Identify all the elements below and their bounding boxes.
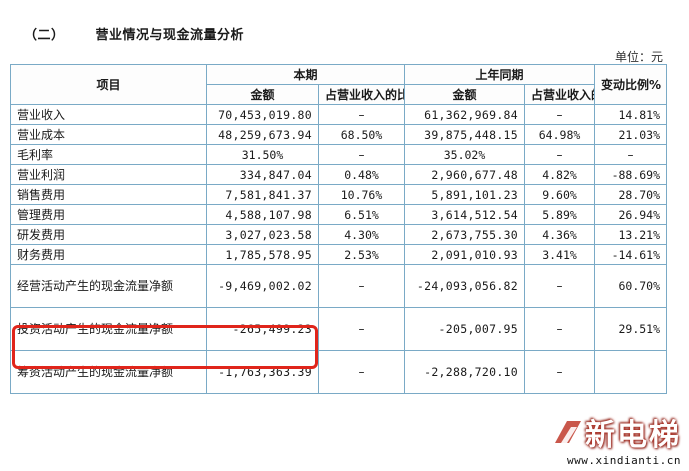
row-name: 毛利率	[10, 144, 207, 165]
current-share: 10.76%	[317, 184, 406, 205]
table-row: 营业收入 70,453,019.80 – 61,362,969.84 – 14.…	[10, 104, 668, 125]
section-number: （二）	[24, 28, 65, 43]
current-amount: 31.50%	[206, 144, 319, 165]
row-name: 财务费用	[10, 244, 207, 265]
prior-share: 5.89%	[524, 204, 596, 225]
current-amount: -9,469,002.02	[206, 264, 319, 308]
table-row: 毛利率 31.50% – 35.02% – –	[10, 144, 668, 165]
prior-share: 4.82%	[524, 164, 596, 185]
current-share: 2.53%	[317, 244, 406, 265]
header-current-period: 本期	[205, 64, 406, 85]
table-row: 研发费用 3,027,023.58 4.30% 2,673,755.30 4.3…	[10, 224, 668, 245]
change-ratio: 14.81%	[594, 104, 668, 125]
current-share: –	[317, 307, 406, 351]
table-row-cashflow: 投资活动产生的现金流量净额 -265,499.23 – -205,007.95 …	[10, 307, 668, 351]
row-name: 筹资活动产生的现金流量净额	[10, 350, 207, 394]
change-ratio: 21.03%	[594, 124, 668, 145]
change-ratio: -14.61%	[594, 244, 668, 265]
current-share: –	[317, 144, 406, 165]
prior-amount: -205,007.95	[404, 307, 526, 351]
row-name: 营业利润	[10, 164, 207, 185]
row-name: 经营活动产生的现金流量净额	[10, 264, 207, 308]
header-prior-share: 占营业收入的比重%	[524, 84, 596, 105]
header-item: 项目	[10, 64, 207, 105]
header-change-ratio: 变动比例%	[594, 64, 668, 105]
prior-share: –	[524, 104, 596, 125]
prior-amount: 2,960,677.48	[404, 164, 526, 185]
row-name: 营业收入	[10, 104, 207, 125]
change-ratio: –	[594, 144, 668, 165]
section-title: 营业情况与现金流量分析	[95, 28, 245, 43]
table-row: 营业成本 48,259,673.94 68.50% 39,875,448.15 …	[10, 124, 668, 145]
change-ratio: -88.69%	[594, 164, 668, 185]
change-ratio	[594, 350, 668, 394]
prior-amount: -24,093,056.82	[404, 264, 526, 308]
watermark-brand: 新电梯	[585, 418, 681, 453]
prior-share: –	[524, 144, 596, 165]
row-name: 管理费用	[10, 204, 207, 225]
current-amount: 7,581,841.37	[206, 184, 319, 205]
current-share: –	[317, 264, 406, 308]
current-amount: -265,499.23	[206, 307, 319, 351]
prior-share: 4.36%	[524, 224, 596, 245]
financial-table: 项目 本期 上年同期 变动比例% 金额 占营业收入的比重% 金额 占营业收入的比…	[10, 64, 668, 394]
header-current-share: 占营业收入的比重%	[317, 84, 406, 105]
header-prior-amount: 金额	[404, 84, 526, 105]
current-share: 6.51%	[317, 204, 406, 225]
current-amount: 4,588,107.98	[206, 204, 319, 225]
change-ratio: 29.51%	[594, 307, 668, 351]
table-row-cashflow: 经营活动产生的现金流量净额 -9,469,002.02 – -24,093,05…	[10, 264, 668, 308]
prior-amount: 3,614,512.54	[404, 204, 526, 225]
change-ratio: 13.21%	[594, 224, 668, 245]
table-row: 销售费用 7,581,841.37 10.76% 5,891,101.23 9.…	[10, 184, 668, 205]
current-share: –	[317, 350, 406, 394]
table-row: 营业利润 334,847.04 0.48% 2,960,677.48 4.82%…	[10, 164, 668, 185]
current-share: 4.30%	[317, 224, 406, 245]
prior-share: 9.60%	[524, 184, 596, 205]
prior-amount: 35.02%	[404, 144, 526, 165]
header-prior-period: 上年同期	[404, 64, 596, 85]
header-current-amount: 金额	[206, 84, 319, 105]
prior-share: 3.41%	[524, 244, 596, 265]
row-name: 营业成本	[10, 124, 207, 145]
unit-label: 单位：元	[614, 50, 663, 64]
row-name: 投资活动产生的现金流量净额	[10, 307, 207, 351]
current-share: –	[317, 104, 406, 125]
section-heading: （二） 营业情况与现金流量分析	[24, 24, 244, 43]
prior-share: –	[524, 350, 596, 394]
elevator-logo-icon	[555, 421, 581, 443]
prior-amount: -2,288,720.10	[404, 350, 526, 394]
change-ratio: 26.94%	[594, 204, 668, 225]
table-row-cashflow: 筹资活动产生的现金流量净额 -1,763,363.39 – -2,288,720…	[10, 350, 668, 394]
table-row: 财务费用 1,785,578.95 2.53% 2,091,010.93 3.4…	[10, 244, 668, 265]
watermark-url: www.xindianti.cn	[567, 454, 681, 467]
prior-share: –	[524, 264, 596, 308]
prior-amount: 61,362,969.84	[404, 104, 526, 125]
table-row: 管理费用 4,588,107.98 6.51% 3,614,512.54 5.8…	[10, 204, 668, 225]
current-amount: 1,785,578.95	[206, 244, 319, 265]
current-amount: 70,453,019.80	[206, 104, 319, 125]
watermark: 新电梯 www.xindianti.cn	[551, 410, 681, 467]
prior-amount: 39,875,448.15	[404, 124, 526, 145]
change-ratio: 60.70%	[594, 264, 668, 308]
row-name: 研发费用	[10, 224, 207, 245]
prior-amount: 2,091,010.93	[404, 244, 526, 265]
current-amount: 3,027,023.58	[206, 224, 319, 245]
prior-amount: 5,891,101.23	[404, 184, 526, 205]
current-amount: 334,847.04	[206, 164, 319, 185]
row-name: 销售费用	[10, 184, 207, 205]
current-amount: -1,763,363.39	[206, 350, 319, 394]
change-ratio: 28.70%	[594, 184, 668, 205]
prior-share: 64.98%	[524, 124, 596, 145]
current-share: 0.48%	[317, 164, 406, 185]
current-amount: 48,259,673.94	[206, 124, 319, 145]
current-share: 68.50%	[317, 124, 406, 145]
prior-share: –	[524, 307, 596, 351]
watermark-logo: 新电梯	[551, 410, 681, 454]
prior-amount: 2,673,755.30	[404, 224, 526, 245]
